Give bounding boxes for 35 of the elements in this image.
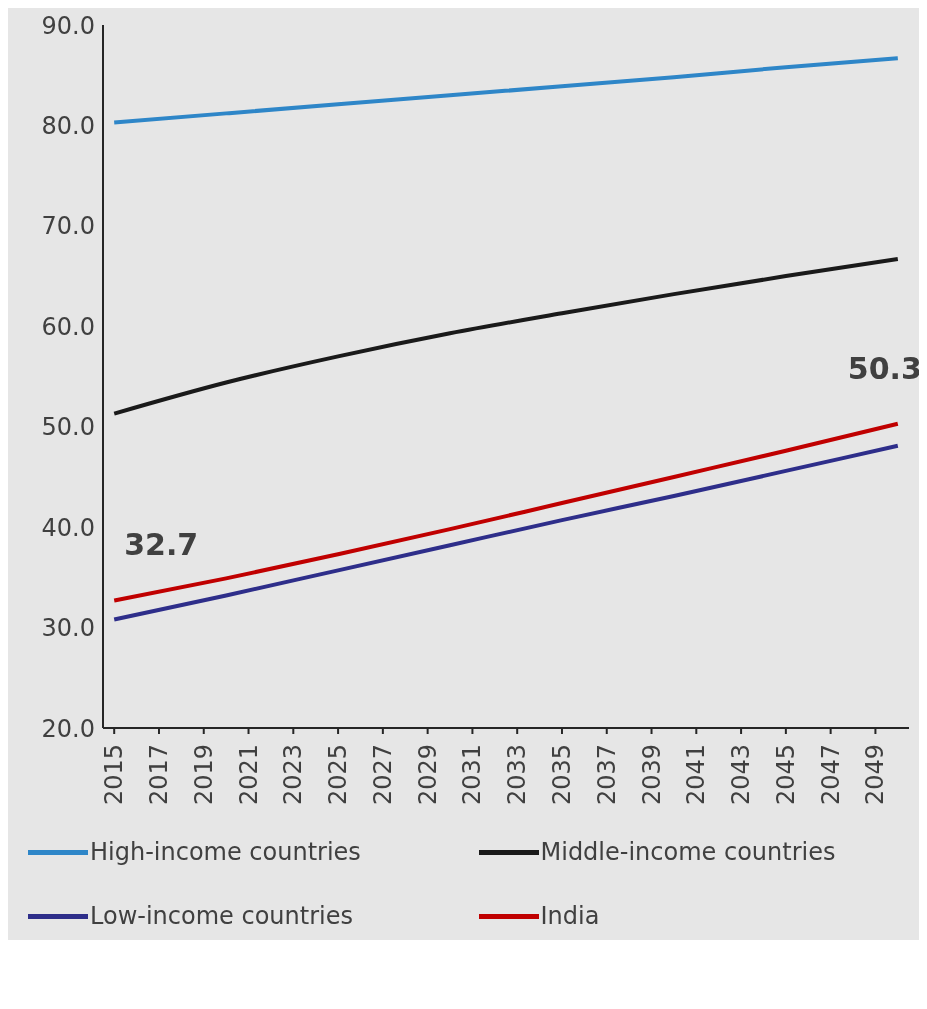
x-tick-label: 2041	[682, 744, 711, 806]
x-tick-label: 2025	[324, 744, 353, 806]
legend-label: Middle-income countries	[540, 838, 836, 866]
x-tick-label: 2049	[861, 744, 890, 806]
y-tick-label: 90.0	[41, 11, 95, 40]
x-tick-label: 2021	[234, 744, 263, 806]
legend-label: Low-income countries	[90, 902, 353, 930]
y-tick-label: 60.0	[41, 312, 95, 341]
annotation: 32.7	[124, 527, 199, 563]
x-tick-label: 2045	[771, 744, 800, 806]
x-tick-label: 2033	[503, 744, 532, 806]
y-tick-label: 80.0	[41, 111, 95, 140]
x-tick-label: 2017	[144, 744, 173, 806]
y-tick-label: 40.0	[41, 513, 95, 542]
x-tick-label: 2031	[458, 744, 487, 806]
x-tick-label: 2043	[727, 744, 756, 806]
y-tick-label: 30.0	[41, 614, 95, 643]
x-tick-label: 2015	[100, 744, 129, 806]
line-series	[112, 56, 900, 125]
y-tick-label: 20.0	[41, 714, 95, 743]
y-tick-label: 50.0	[41, 413, 95, 442]
legend-label: India	[540, 902, 600, 930]
legend-label: High-income countries	[90, 838, 361, 866]
x-tick-label: 2037	[592, 744, 621, 806]
x-tick-label: 2035	[547, 744, 576, 806]
x-tick-label: 2023	[279, 744, 308, 806]
x-tick-label: 2019	[189, 744, 218, 806]
line-series	[112, 443, 900, 622]
x-tick-label: 2027	[368, 744, 397, 806]
x-tick-label: 2029	[413, 744, 442, 806]
line-series	[112, 421, 900, 603]
x-tick-label: 2039	[637, 744, 666, 806]
x-tick-label: 2047	[816, 744, 845, 806]
y-tick-label: 70.0	[41, 212, 95, 241]
annotation: 50.3	[847, 350, 922, 386]
